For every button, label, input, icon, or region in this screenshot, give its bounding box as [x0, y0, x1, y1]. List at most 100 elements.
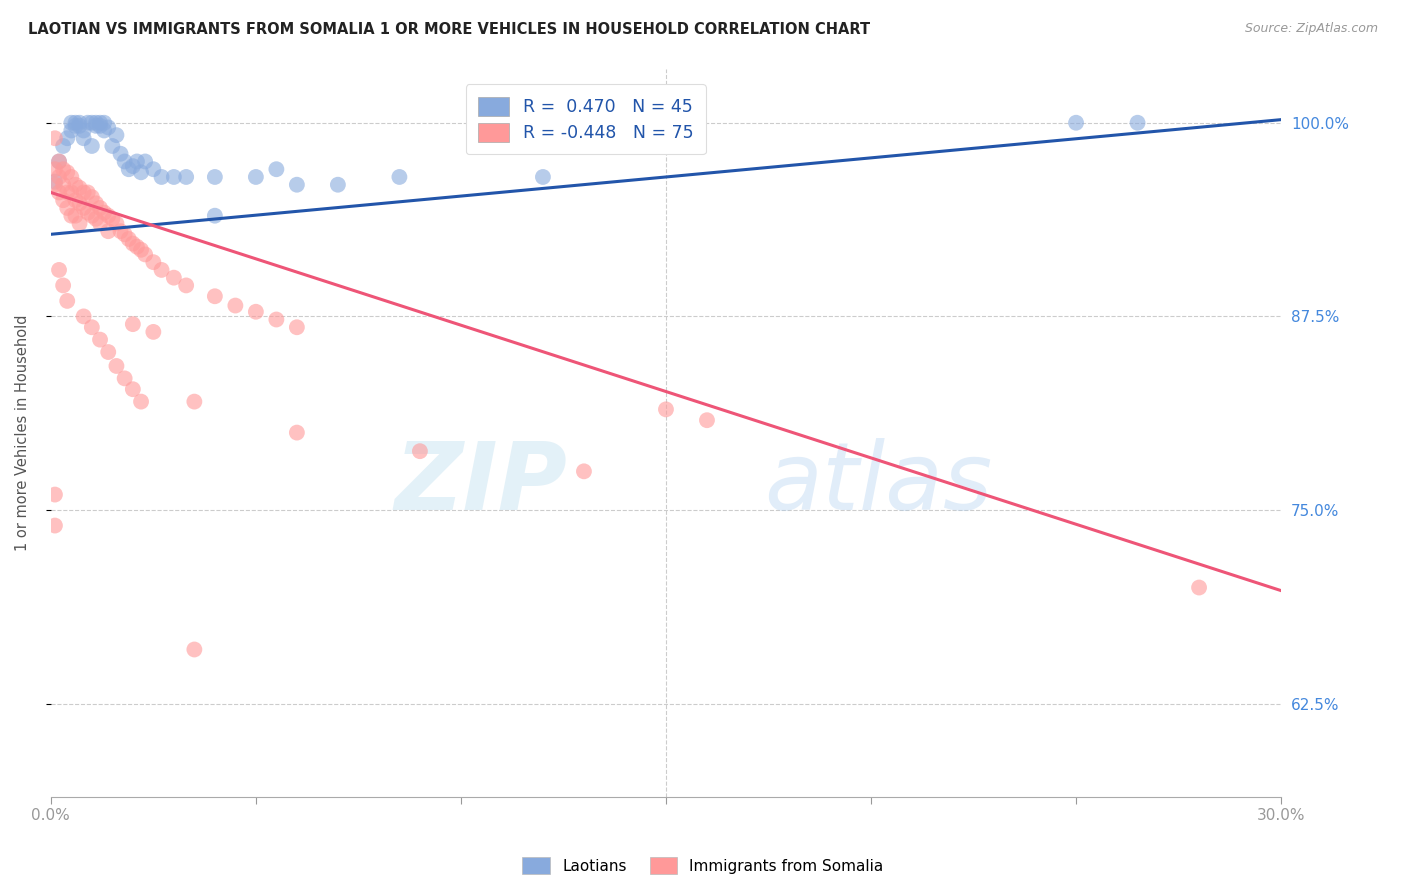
Point [44, 487, 66, 501]
Point [105, 217, 128, 231]
Point [655, 402, 678, 417]
Point [84, 196, 107, 211]
Point [97, 120, 120, 135]
Point [204, 169, 226, 184]
Point [72, 123, 94, 137]
Point [48, 186, 70, 200]
Point [110, 146, 132, 161]
Point [204, 209, 226, 223]
Point [76, 186, 98, 200]
Point [72, 201, 94, 215]
Point [531, 169, 554, 184]
Point [69, 119, 91, 133]
Point [129, 165, 152, 179]
Legend: R =  0.470   N = 45, R = -0.448   N = 75: R = 0.470 N = 45, R = -0.448 N = 75 [465, 85, 706, 154]
Point [572, 464, 595, 478]
Point [266, 312, 288, 326]
Point [44, 178, 66, 192]
Point [89, 116, 111, 130]
Point [101, 211, 124, 226]
Text: Source: ZipAtlas.com: Source: ZipAtlas.com [1244, 22, 1378, 36]
Point [48, 169, 70, 184]
Point [60, 116, 83, 130]
Point [72, 310, 94, 324]
Point [204, 289, 226, 303]
Point [266, 162, 288, 177]
Point [44, 162, 66, 177]
Point [105, 359, 128, 373]
Point [183, 394, 205, 409]
Point [142, 255, 165, 269]
Point [285, 178, 308, 192]
Point [1126, 116, 1149, 130]
Point [409, 444, 432, 458]
Point [80, 209, 103, 223]
Point [696, 413, 718, 427]
Point [388, 169, 411, 184]
Point [150, 263, 173, 277]
Point [65, 193, 87, 207]
Y-axis label: 1 or more Vehicles in Household: 1 or more Vehicles in Household [15, 314, 30, 551]
Point [245, 305, 267, 319]
Point [80, 320, 103, 334]
Point [60, 209, 83, 223]
Point [118, 232, 141, 246]
Point [44, 131, 66, 145]
Point [121, 317, 143, 331]
Point [65, 209, 87, 223]
Point [65, 116, 87, 130]
Point [84, 119, 107, 133]
Point [121, 236, 143, 251]
Point [285, 425, 308, 440]
Point [93, 205, 115, 219]
Point [60, 123, 83, 137]
Point [56, 165, 79, 179]
Point [84, 211, 107, 226]
Legend: Laotians, Immigrants from Somalia: Laotians, Immigrants from Somalia [516, 851, 890, 880]
Point [76, 116, 98, 130]
Point [163, 270, 186, 285]
Point [114, 154, 136, 169]
Point [65, 178, 87, 192]
Point [142, 325, 165, 339]
Point [174, 278, 197, 293]
Point [52, 278, 75, 293]
Point [72, 131, 94, 145]
Point [72, 186, 94, 200]
Point [118, 162, 141, 177]
Point [142, 162, 165, 177]
Point [163, 169, 186, 184]
Point [48, 263, 70, 277]
Point [56, 131, 79, 145]
Point [125, 240, 148, 254]
Point [56, 186, 79, 200]
Point [174, 169, 197, 184]
Point [285, 320, 308, 334]
Point [69, 181, 91, 195]
Point [121, 382, 143, 396]
Point [1064, 116, 1087, 130]
Point [84, 116, 107, 130]
Point [1188, 581, 1211, 595]
Point [69, 116, 91, 130]
Point [125, 154, 148, 169]
Point [52, 193, 75, 207]
Point [105, 128, 128, 143]
Point [80, 139, 103, 153]
Point [69, 217, 91, 231]
Point [65, 119, 87, 133]
Point [89, 333, 111, 347]
Point [129, 243, 152, 257]
Point [183, 642, 205, 657]
Point [52, 139, 75, 153]
Point [52, 162, 75, 177]
Point [101, 139, 124, 153]
Point [56, 201, 79, 215]
Point [56, 293, 79, 308]
Point [97, 224, 120, 238]
Point [134, 247, 156, 261]
Text: atlas: atlas [765, 438, 993, 529]
Point [60, 186, 83, 200]
Point [52, 178, 75, 192]
Point [114, 227, 136, 242]
